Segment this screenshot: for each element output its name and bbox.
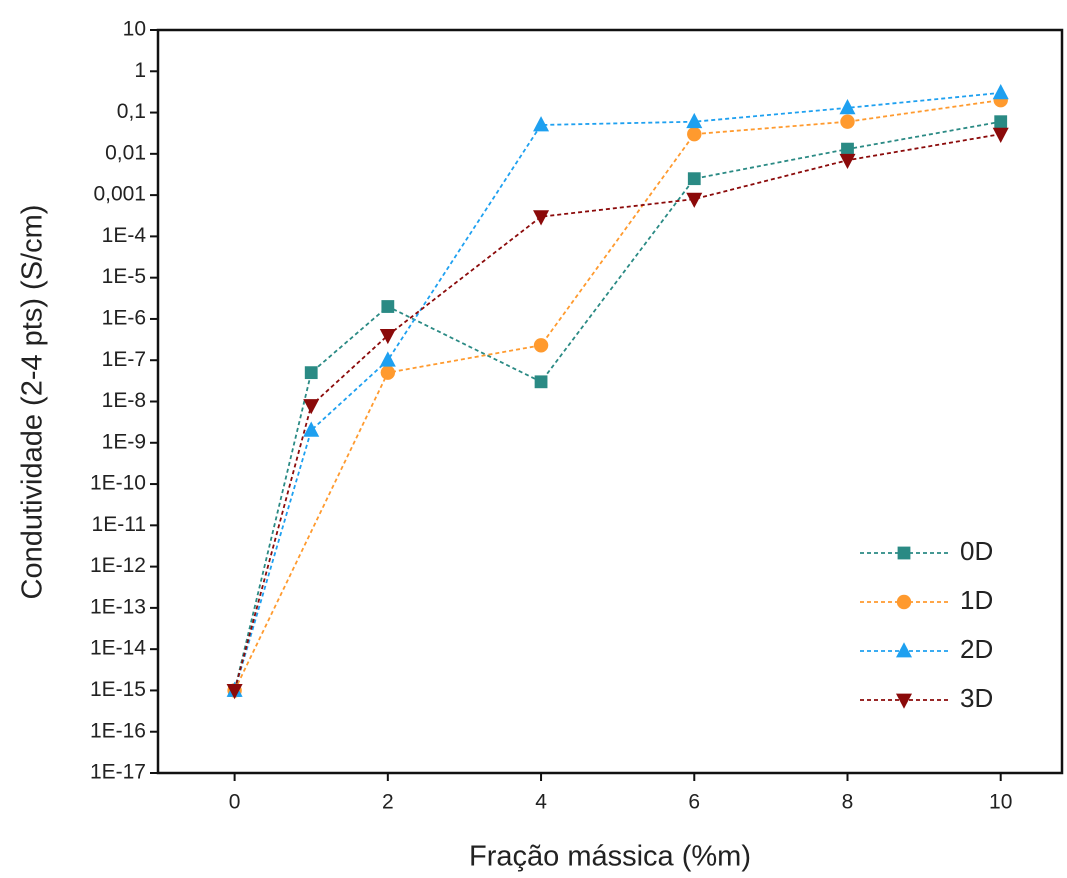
y-tick-label: 1E-4 bbox=[102, 224, 147, 247]
legend-marker bbox=[897, 546, 911, 560]
marker bbox=[687, 172, 701, 186]
legend-label: 1D bbox=[960, 585, 993, 615]
y-tick-label: 1E-9 bbox=[102, 430, 146, 453]
x-tick-label: 0 bbox=[229, 791, 241, 814]
y-tick-label: 1E-11 bbox=[92, 513, 146, 536]
legend-marker bbox=[896, 594, 912, 610]
y-tick-label: 1E-8 bbox=[102, 389, 146, 412]
marker bbox=[379, 328, 396, 345]
marker bbox=[992, 84, 1009, 100]
marker bbox=[839, 153, 856, 170]
marker bbox=[303, 421, 320, 437]
y-tick-label: 1E-15 bbox=[90, 678, 146, 701]
marker bbox=[992, 127, 1009, 143]
y-tick-label: 0,001 bbox=[93, 183, 146, 206]
y-tick-label: 1E-13 bbox=[90, 595, 146, 618]
y-tick-label: 1 bbox=[134, 59, 146, 82]
marker bbox=[994, 115, 1008, 129]
marker bbox=[303, 399, 320, 415]
marker bbox=[533, 210, 550, 226]
legend-label: 3D bbox=[960, 683, 993, 713]
x-tick-label: 10 bbox=[989, 791, 1012, 814]
y-tick-label: 0,01 bbox=[105, 141, 146, 164]
x-tick-label: 6 bbox=[688, 791, 700, 814]
y-tick-label: 10 bbox=[123, 18, 146, 41]
marker bbox=[533, 338, 549, 353]
series-line bbox=[233, 99, 1001, 691]
y-tick-label: 1E-12 bbox=[90, 554, 146, 577]
y-tick-label: 1E-10 bbox=[90, 472, 146, 495]
marker bbox=[533, 116, 550, 132]
series-line bbox=[233, 91, 1001, 691]
x-tick-label: 2 bbox=[382, 791, 394, 814]
marker bbox=[381, 300, 395, 313]
legend-marker bbox=[896, 642, 912, 658]
y-tick-label: 0,1 bbox=[117, 100, 146, 123]
legend-marker bbox=[896, 693, 912, 709]
series-line bbox=[233, 133, 1001, 691]
y-tick-label: 1E-17 bbox=[90, 761, 146, 784]
plot-frame bbox=[156, 28, 1064, 775]
y-tick-label: 1E-6 bbox=[102, 306, 146, 329]
y-tick-label: 1E-14 bbox=[90, 637, 146, 660]
y-tick-label: 1E-5 bbox=[102, 265, 146, 288]
marker bbox=[226, 684, 243, 700]
marker bbox=[686, 112, 703, 129]
marker bbox=[304, 366, 318, 380]
x-axis-title: Fração mássica (%m) bbox=[469, 841, 751, 873]
marker bbox=[534, 375, 548, 389]
y-axis-title: Condutividade (2-4 pts) (S/cm) bbox=[17, 205, 49, 600]
marker bbox=[379, 351, 396, 367]
legend-label: 0D bbox=[960, 536, 993, 566]
x-tick-label: 4 bbox=[535, 791, 547, 814]
marker bbox=[840, 114, 855, 129]
marker bbox=[380, 365, 396, 380]
marker bbox=[687, 126, 702, 142]
series-line bbox=[233, 120, 1001, 691]
y-tick-label: 1E-16 bbox=[90, 719, 146, 742]
marker bbox=[839, 99, 856, 115]
y-tick-label: 1E-7 bbox=[102, 348, 146, 371]
marker bbox=[841, 142, 854, 156]
legend-label: 2D bbox=[960, 634, 993, 664]
x-tick-label: 8 bbox=[842, 791, 854, 814]
marker bbox=[686, 192, 703, 208]
